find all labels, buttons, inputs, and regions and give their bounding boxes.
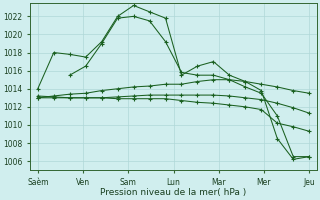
X-axis label: Pression niveau de la mer( hPa ): Pression niveau de la mer( hPa ) [100,188,247,197]
